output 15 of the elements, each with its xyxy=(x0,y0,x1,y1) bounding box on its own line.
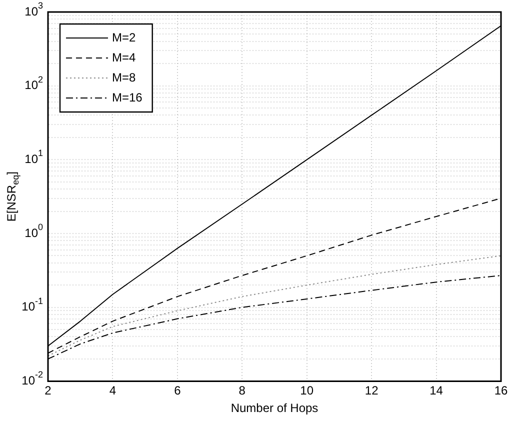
y-axis-title: E[NSReq] xyxy=(4,172,20,222)
x-tick-label: 12 xyxy=(364,384,379,398)
legend-label: M=4 xyxy=(112,50,136,64)
legend-label: M=2 xyxy=(112,30,136,44)
x-axis-title: Number of Hops xyxy=(230,401,318,416)
x-tick-label: 8 xyxy=(238,384,246,398)
line-series xyxy=(48,255,501,356)
legend-label: M=16 xyxy=(112,90,143,104)
legend-label: M=8 xyxy=(112,70,136,84)
x-tick-label: 6 xyxy=(174,384,182,398)
x-tick-label: 14 xyxy=(430,384,444,398)
x-tick-label: 4 xyxy=(109,384,116,398)
x-tick-label: 2 xyxy=(44,384,52,398)
x-tick-label: 10 xyxy=(300,384,314,398)
x-tick-label: 16 xyxy=(494,384,508,398)
